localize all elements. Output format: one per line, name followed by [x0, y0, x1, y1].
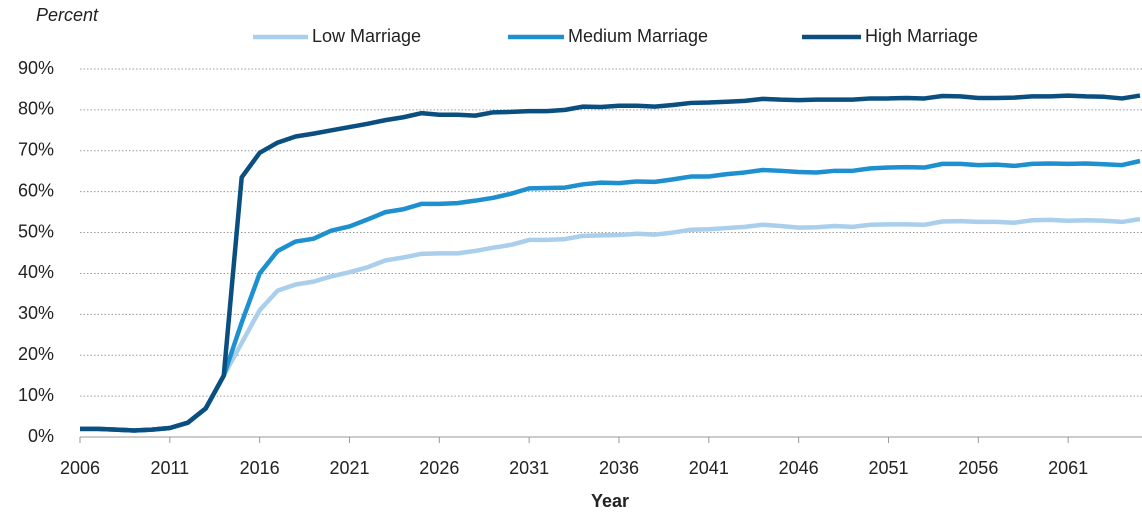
- y-tick-label: 30%: [18, 303, 54, 323]
- series-line: [80, 93, 1141, 433]
- y-tick-label: 50%: [18, 221, 54, 241]
- x-tick-label: 2061: [1048, 458, 1088, 478]
- x-tick-label: 2021: [329, 458, 369, 478]
- x-tick-label: 2031: [509, 458, 549, 478]
- x-tick-label: 2041: [689, 458, 729, 478]
- y-tick-label: 70%: [18, 140, 54, 160]
- x-tick-label: 2016: [240, 458, 280, 478]
- x-axis-label: Year: [591, 491, 629, 511]
- y-tick-label: 90%: [18, 58, 54, 78]
- legend-label: High Marriage: [865, 26, 978, 46]
- x-tick-label: 2046: [779, 458, 819, 478]
- y-tick-label: 0%: [28, 426, 54, 446]
- series-line: [80, 216, 1141, 433]
- y-tick-label: 10%: [18, 385, 54, 405]
- x-tick-label: 2036: [599, 458, 639, 478]
- series-line: [80, 158, 1141, 433]
- y-axis-label: Percent: [36, 5, 99, 25]
- legend-label: Low Marriage: [312, 26, 421, 46]
- x-tick-label: 2006: [60, 458, 100, 478]
- y-tick-label: 20%: [18, 344, 54, 364]
- y-tick-label: 60%: [18, 180, 54, 200]
- y-tick-label: 40%: [18, 262, 54, 282]
- legend-label: Medium Marriage: [568, 26, 708, 46]
- x-tick-label: 2051: [868, 458, 908, 478]
- x-tick-label: 2011: [150, 458, 189, 478]
- y-tick-label: 80%: [18, 99, 54, 119]
- x-tick-label: 2056: [958, 458, 998, 478]
- x-tick-label: 2026: [419, 458, 459, 478]
